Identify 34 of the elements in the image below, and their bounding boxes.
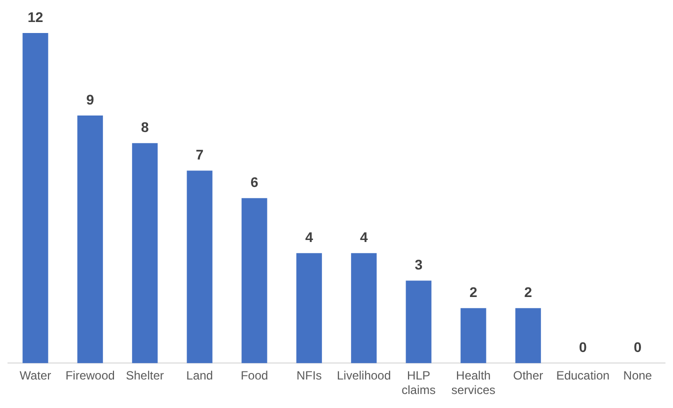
bar — [296, 253, 322, 364]
data-label: 4 — [305, 228, 314, 245]
bar — [351, 253, 377, 364]
x-tick-label: Livelihood — [336, 368, 391, 383]
x-tick-label: NFIs — [296, 368, 322, 383]
data-label: 12 — [28, 8, 44, 25]
data-label: 4 — [360, 228, 368, 245]
data-label: 0 — [578, 339, 587, 356]
bar — [77, 116, 103, 364]
x-tick-label: Food — [240, 368, 268, 383]
data-label: 0 — [634, 339, 642, 356]
bar — [515, 308, 541, 364]
data-label: 8 — [140, 118, 149, 135]
x-tick-label: Land — [186, 368, 213, 383]
bar — [242, 198, 268, 364]
x-tick-label: Shelter — [126, 368, 164, 383]
x-tick-label: None — [623, 368, 652, 383]
x-tick-label: Water — [20, 368, 52, 383]
data-label: 7 — [196, 146, 204, 162]
x-tick-label: Other — [513, 368, 544, 383]
data-label: 3 — [414, 256, 423, 273]
bar — [186, 170, 212, 364]
x-tick-label: Firewood — [65, 368, 115, 383]
x-tick-label: HLP claims — [402, 368, 436, 398]
x-tick-label: Health services — [451, 368, 496, 398]
bar — [132, 143, 158, 364]
x-tick-label: Education — [556, 368, 610, 383]
data-label: 2 — [469, 284, 478, 300]
bar — [406, 280, 432, 364]
data-label: 6 — [250, 174, 258, 190]
bar — [460, 308, 486, 364]
bar — [22, 33, 48, 364]
data-label: 2 — [524, 284, 532, 300]
data-label: 9 — [86, 91, 94, 108]
